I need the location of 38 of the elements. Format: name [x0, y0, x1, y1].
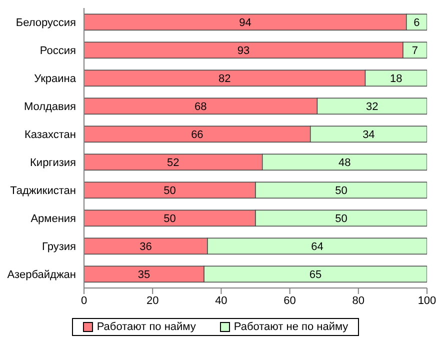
data-label: 66	[191, 129, 204, 142]
y-tick-label: Молдавия	[24, 100, 76, 113]
data-label: 50	[335, 185, 348, 198]
legend-label: Работают по найму	[96, 321, 196, 333]
y-tick-label: Армения	[30, 212, 76, 225]
data-label: 93	[237, 45, 250, 58]
data-label: 50	[164, 213, 176, 226]
data-label: 35	[138, 269, 150, 282]
x-tick-label: 100	[418, 294, 436, 307]
y-tick-label: Казахстан	[24, 128, 76, 141]
data-label: 50	[164, 185, 176, 198]
x-tick-label: 60	[284, 294, 296, 307]
data-label: 6	[414, 17, 420, 30]
data-label: 48	[338, 157, 351, 170]
y-tick-label: Азербайджан	[7, 268, 76, 281]
data-label: 65	[309, 269, 322, 282]
data-label: 36	[140, 241, 152, 254]
data-label: 50	[335, 213, 348, 226]
data-label: 64	[311, 241, 324, 254]
x-tick-label: 80	[352, 294, 365, 307]
data-label: 82	[218, 73, 231, 86]
data-label: 94	[239, 17, 252, 30]
data-label: 34	[362, 129, 375, 142]
y-tick-label: Белоруссия	[16, 16, 76, 29]
x-tick-label: 0	[80, 294, 88, 307]
y-tick-label: Грузия	[42, 240, 76, 253]
data-label: 7	[412, 45, 418, 58]
y-tick-label: Киргизия	[30, 156, 76, 169]
y-tick-label: Таджикистан	[10, 184, 76, 197]
x-tick-label: 20	[146, 294, 159, 307]
data-label: 18	[390, 73, 402, 86]
data-label: 52	[167, 157, 180, 170]
y-tick-label: Россия	[40, 44, 76, 57]
y-tick-label: Украина	[34, 72, 77, 85]
legend-label: Работают не по найму	[232, 321, 348, 333]
x-tick-label: 40	[215, 294, 228, 307]
data-label: 32	[366, 101, 378, 114]
data-label: 68	[194, 101, 207, 114]
